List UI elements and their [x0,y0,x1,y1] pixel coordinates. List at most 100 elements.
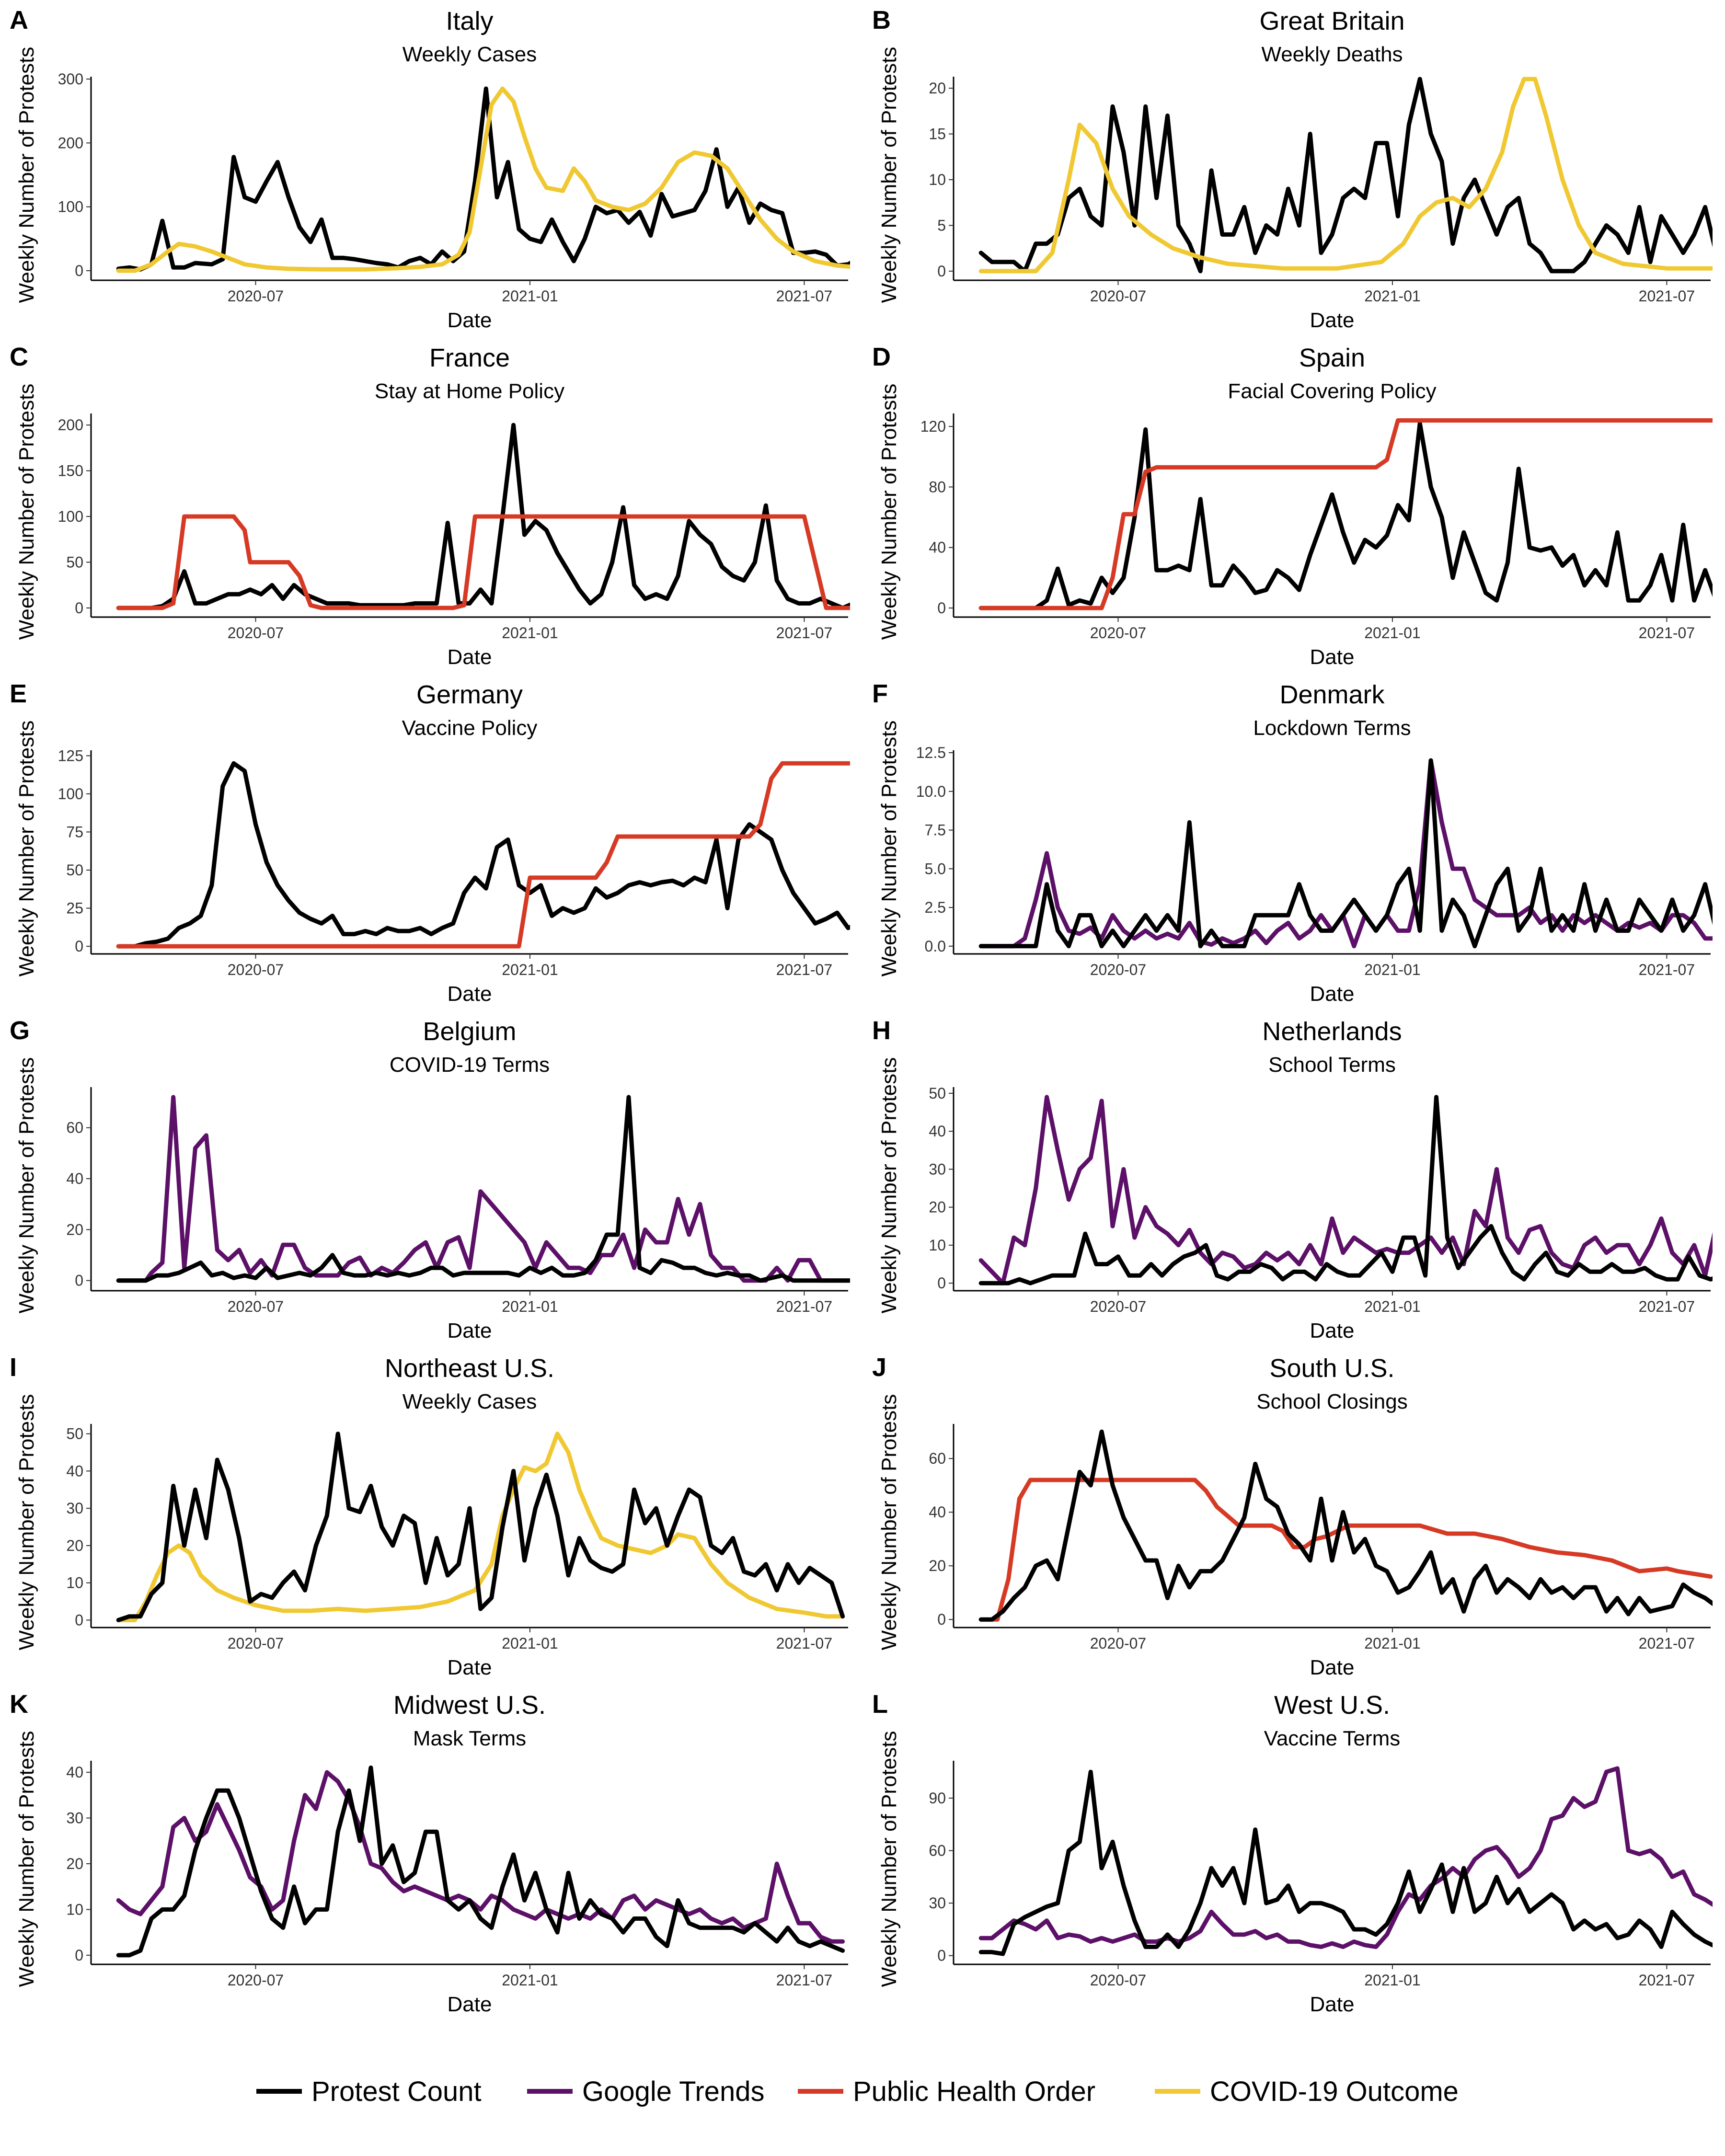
legend-label: Google Trends [582,2076,764,2107]
x-tick-label: 2021-01 [1364,961,1420,978]
y-tick-label: 50 [66,553,83,571]
panel-letter: L [872,1690,888,1719]
x-tick-label: 2021-07 [1639,1635,1695,1652]
series-line-public-health-order [116,514,850,610]
x-axis-title: Date [1310,1993,1355,2016]
x-tick-label: 2021-07 [776,624,832,642]
y-tick-label: 60 [929,1450,946,1467]
panel-title: Great Britain [1259,7,1404,35]
x-axis-title: Date [1310,645,1355,669]
y-tick-label: 75 [66,823,83,840]
x-tick-label: 2020-07 [1090,1635,1146,1652]
panel-letter: F [872,679,888,708]
x-axis-title: Date [448,982,492,1006]
plot-area [116,1432,845,1622]
panel-title: Midwest U.S. [393,1691,546,1720]
x-tick-label: 2021-07 [1639,1298,1695,1315]
y-tick-label: 20 [66,1221,83,1238]
y-tick-label: 120 [920,418,946,435]
y-tick-label: 15 [929,126,946,143]
x-tick-label: 2021-07 [1639,287,1695,305]
panel-letter: E [10,679,27,708]
y-tick-label: 0 [75,1611,83,1628]
x-axis-title: Date [448,1319,492,1342]
plot-area [116,86,850,273]
panel-subtitle: School Terms [1268,1053,1396,1077]
x-tick-label: 2021-01 [1364,287,1420,305]
panel-subtitle: COVID-19 Terms [390,1053,550,1077]
panel-letter: C [10,343,28,371]
panel-subtitle: Weekly Cases [402,43,537,66]
panel-subtitle: Stay at Home Policy [375,379,564,403]
y-tick-label: 60 [929,1842,946,1859]
x-axis-title: Date [448,645,492,669]
panel-south-u-s: J South U.S. School Closings 0 20 40 60 2020-07… [872,1353,1713,1679]
legend-label: Public Health Order [853,2076,1095,2107]
y-tick-label: 10 [929,1237,946,1254]
panel-title: West U.S. [1274,1691,1390,1720]
panel-title: Italy [446,7,493,35]
y-tick-label: 20 [929,1557,946,1574]
y-tick-label: 100 [58,785,83,803]
y-tick-label: 0 [75,599,83,617]
y-tick-label: 60 [66,1119,83,1136]
panel-title: Northeast U.S. [385,1354,554,1383]
x-tick-label: 2021-01 [1364,1298,1420,1315]
panel-title: South U.S. [1269,1354,1394,1383]
y-axis-title: Weekly Number of Protests [15,384,38,640]
legend-label: Protest Count [311,2076,482,2107]
y-axis-title: Weekly Number of Protests [877,1394,901,1651]
panel-subtitle: Weekly Cases [402,1390,537,1413]
x-tick-label: 2020-07 [228,961,284,978]
x-tick-label: 2020-07 [1090,624,1146,642]
x-tick-label: 2020-07 [228,1972,284,1989]
x-axis-title: Date [448,1656,492,1679]
legend-label: COVID-19 Outcome [1210,2076,1459,2107]
y-tick-label: 12.5 [916,744,946,761]
y-tick-label: 0 [937,1611,946,1628]
x-tick-label: 2021-01 [502,1972,558,1989]
x-tick-label: 2021-01 [502,961,558,978]
y-axis-title: Weekly Number of Protests [15,721,38,977]
x-tick-label: 2021-07 [776,1972,832,1989]
y-tick-label: 40 [66,1462,83,1479]
y-tick-label: 300 [58,70,83,88]
series-line-google-trends [116,1770,845,1944]
x-axis-title: Date [1310,1319,1355,1342]
y-axis-title: Weekly Number of Protests [15,47,38,303]
x-axis-title: Date [1310,1656,1355,1679]
panel-letter: J [872,1353,886,1382]
y-tick-label: 5 [937,217,946,234]
y-tick-label: 0 [75,1947,83,1964]
y-axis-title: Weekly Number of Protests [15,1394,38,1651]
y-axis-title: Weekly Number of Protests [877,721,901,977]
y-tick-label: 7.5 [925,822,946,839]
x-tick-label: 2020-07 [228,624,284,642]
series-line-public-health-order [978,1478,1713,1622]
y-tick-label: 0 [937,599,946,617]
series-line-protest-count [116,1432,845,1622]
y-tick-label: 40 [66,1764,83,1781]
panel-title: Spain [1299,344,1365,372]
y-tick-label: 2.5 [925,899,946,916]
panel-denmark: F Denmark Lockdown Terms 0.0 2.5 5.0 7.5 10.0 12… [872,679,1713,1006]
x-tick-label: 2021-01 [502,1298,558,1315]
y-tick-label: 0 [75,1272,83,1289]
y-tick-label: 200 [58,134,83,151]
y-tick-label: 20 [929,1199,946,1216]
y-tick-label: 0 [937,1947,946,1964]
legend-item-covid-19-outcome: COVID-19 Outcome [1155,2076,1459,2107]
y-tick-label: 0 [75,938,83,955]
x-tick-label: 2021-01 [1364,624,1420,642]
x-axis-title: Date [448,1993,492,2016]
x-axis-title: Date [1310,982,1355,1006]
y-tick-label: 40 [929,1503,946,1521]
x-tick-label: 2021-07 [776,1298,832,1315]
panel-letter: K [10,1690,28,1719]
plot-area [978,1429,1713,1622]
y-tick-label: 0 [937,263,946,280]
x-tick-label: 2021-07 [776,1635,832,1652]
plot-area [116,1095,850,1283]
panel-letter: H [872,1016,891,1045]
panel-belgium: G Belgium COVID-19 Terms 0 20 40 60 2020-07 2021… [10,1016,850,1342]
